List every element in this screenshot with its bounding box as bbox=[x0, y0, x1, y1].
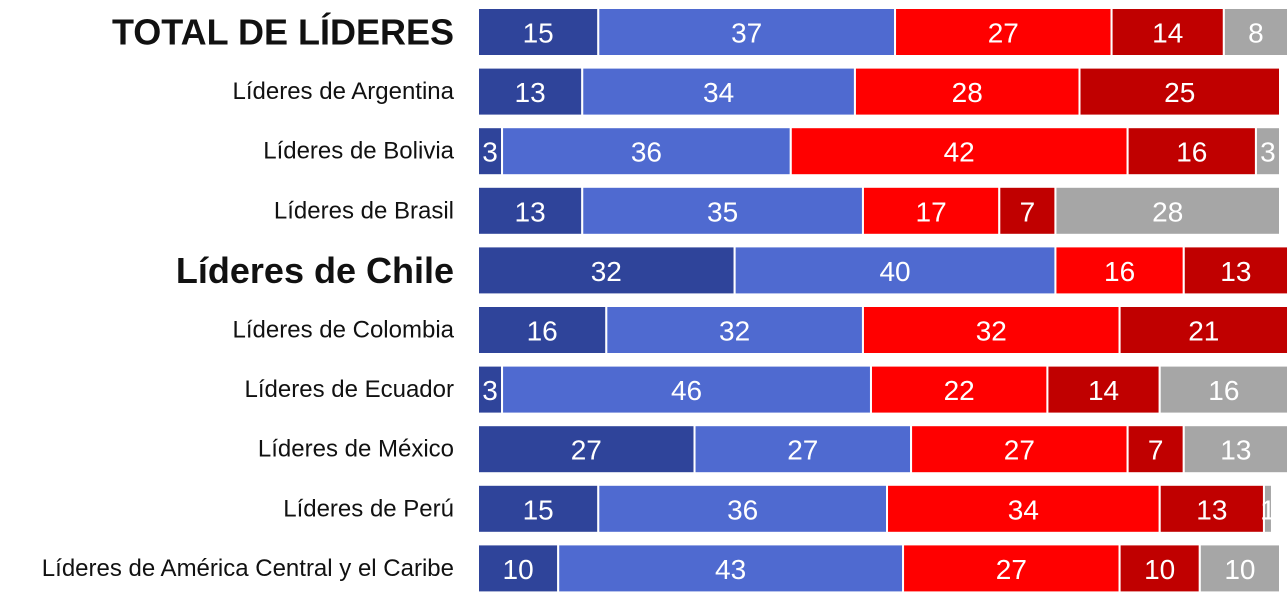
bar-segment bbox=[789, 126, 1129, 177]
bar-value-label: 36 bbox=[631, 137, 662, 168]
bar-segment bbox=[861, 305, 1121, 355]
bar-segment bbox=[733, 245, 1057, 296]
bar-value-label: 10 bbox=[1144, 554, 1175, 585]
category-label: Líderes de México bbox=[258, 436, 454, 463]
bar-value-label: 13 bbox=[515, 196, 546, 227]
bar-segment bbox=[1118, 305, 1288, 355]
bar-segment bbox=[477, 185, 584, 236]
bar-segment bbox=[597, 483, 889, 534]
bar-value-label: 27 bbox=[996, 554, 1027, 585]
bar-segment bbox=[1054, 185, 1281, 236]
bar-value-label: 37 bbox=[731, 18, 762, 49]
bar-segment bbox=[1182, 424, 1288, 475]
bar-value-label: 13 bbox=[1196, 494, 1227, 525]
bar-segment bbox=[1254, 126, 1281, 177]
bar-segment bbox=[1054, 245, 1185, 296]
bar-segment bbox=[1182, 245, 1288, 296]
category-label: Líderes de Colombia bbox=[233, 317, 455, 344]
bar-segment bbox=[477, 245, 736, 296]
bar-segment bbox=[1158, 364, 1288, 415]
bar-segment bbox=[1262, 483, 1273, 534]
bar-value-label: 15 bbox=[523, 18, 554, 49]
bar-segment bbox=[477, 483, 600, 534]
bar-value-label: 28 bbox=[952, 77, 983, 108]
category-label: Líderes de Perú bbox=[283, 495, 454, 522]
bar-segment bbox=[501, 126, 792, 177]
bar-value-label: 16 bbox=[1176, 137, 1207, 168]
bar-value-label: 3 bbox=[482, 375, 498, 406]
bar-value-label: 34 bbox=[703, 77, 734, 108]
bar-value-label: 35 bbox=[707, 196, 738, 227]
bar-value-label: 7 bbox=[1020, 196, 1036, 227]
bar-segment bbox=[1198, 543, 1282, 594]
bar-value-label: 16 bbox=[527, 316, 558, 347]
bar-segment bbox=[501, 364, 872, 415]
bar-value-label: 27 bbox=[988, 18, 1019, 49]
bar-value-label: 32 bbox=[976, 316, 1007, 347]
bar-segment bbox=[477, 305, 608, 355]
bar-value-label: 27 bbox=[571, 435, 602, 466]
bar-value-label: 15 bbox=[523, 494, 554, 525]
bar-value-label: 36 bbox=[727, 494, 758, 525]
category-label: Líderes de Bolivia bbox=[263, 138, 454, 165]
bar-value-label: 43 bbox=[715, 554, 746, 585]
bar-value-label: 27 bbox=[1004, 435, 1035, 466]
bar-segment bbox=[1222, 7, 1288, 57]
bar-value-label: 32 bbox=[719, 316, 750, 347]
category-label: Líderes de Ecuador bbox=[245, 376, 454, 403]
category-label: Líderes de Brasil bbox=[274, 197, 454, 224]
bar-value-label: 3 bbox=[482, 137, 498, 168]
bar-value-label: 16 bbox=[1208, 375, 1239, 406]
bar-segment bbox=[557, 543, 905, 594]
bar-value-label: 42 bbox=[944, 137, 975, 168]
bar-value-label: 16 bbox=[1104, 256, 1135, 287]
bar-segment bbox=[597, 7, 897, 57]
bar-segment bbox=[1118, 543, 1201, 594]
bar-value-label: 1 bbox=[1260, 494, 1276, 525]
bar-segment bbox=[1126, 424, 1185, 475]
bar-value-label: 3 bbox=[1260, 137, 1276, 168]
bar-segment bbox=[1158, 483, 1265, 534]
bar-segment bbox=[477, 7, 600, 57]
bar-segment bbox=[1126, 126, 1257, 177]
bar-segment bbox=[605, 305, 864, 355]
bar-segment bbox=[894, 7, 1113, 57]
bar-segment bbox=[477, 543, 560, 594]
bar-value-label: 13 bbox=[1220, 435, 1251, 466]
bar-value-label: 21 bbox=[1188, 316, 1219, 347]
bar-value-label: 25 bbox=[1164, 77, 1195, 108]
bar-value-label: 28 bbox=[1152, 196, 1183, 227]
bar-value-label: 14 bbox=[1088, 375, 1119, 406]
bar-value-label: 14 bbox=[1152, 18, 1183, 49]
bar-value-label: 34 bbox=[1008, 494, 1039, 525]
bar-segment bbox=[1078, 66, 1281, 117]
bar-segment bbox=[869, 364, 1049, 415]
bar-value-label: 8 bbox=[1248, 18, 1264, 49]
bar-value-label: 46 bbox=[671, 375, 702, 406]
bar-value-label: 10 bbox=[1224, 554, 1255, 585]
category-label: Líderes de América Central y el Caribe bbox=[42, 555, 454, 582]
bar-value-label: 40 bbox=[879, 256, 910, 287]
bar-segment bbox=[693, 424, 913, 475]
category-label: Líderes de Chile bbox=[176, 250, 454, 291]
bar-value-label: 7 bbox=[1148, 435, 1164, 466]
bar-value-label: 22 bbox=[944, 375, 975, 406]
bar-value-label: 32 bbox=[591, 256, 622, 287]
bar-segment bbox=[581, 66, 856, 117]
category-label: TOTAL DE LÍDERES bbox=[112, 12, 454, 53]
bar-value-label: 13 bbox=[1220, 256, 1251, 287]
bar-value-label: 27 bbox=[787, 435, 818, 466]
bar-value-label: 10 bbox=[503, 554, 534, 585]
bar-value-label: 13 bbox=[515, 77, 546, 108]
bar-value-label: 17 bbox=[916, 196, 947, 227]
category-label: Líderes de Argentina bbox=[233, 78, 455, 105]
